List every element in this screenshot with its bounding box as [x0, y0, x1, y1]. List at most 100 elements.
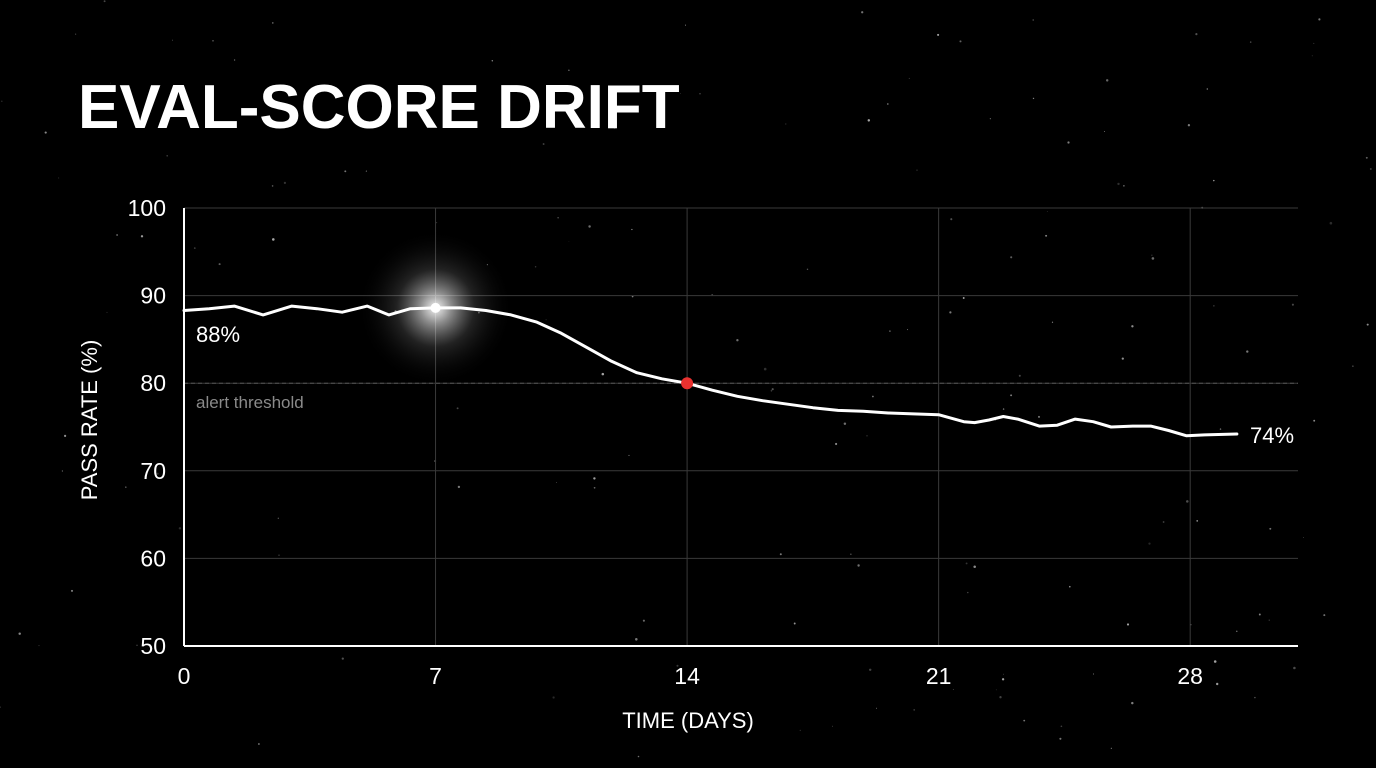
star: [1311, 55, 1313, 57]
star: [1269, 527, 1272, 530]
star: [593, 477, 596, 480]
star: [218, 263, 221, 266]
star: [872, 395, 874, 398]
star: [1093, 673, 1094, 675]
threshold-crossing-point: [681, 377, 694, 390]
star: [557, 217, 559, 219]
star: [125, 486, 127, 488]
star: [843, 422, 847, 425]
star: [1258, 613, 1261, 616]
star: [628, 454, 630, 456]
star: [962, 297, 965, 299]
star: [785, 123, 787, 125]
star: [793, 622, 796, 625]
star: [103, 0, 106, 3]
x-tick-label: 28: [1177, 663, 1203, 689]
y-tick-label: 60: [140, 545, 166, 571]
star: [365, 170, 367, 172]
star: [1148, 542, 1151, 545]
star: [1126, 623, 1130, 626]
star: [172, 39, 174, 41]
end-value-label: 74%: [1250, 423, 1294, 448]
star: [1206, 88, 1208, 90]
star: [613, 126, 616, 129]
x-tick-label: 7: [429, 663, 442, 689]
star: [58, 177, 60, 179]
star: [779, 553, 782, 556]
star: [457, 485, 461, 489]
y-tick-label: 70: [140, 458, 166, 484]
star: [1246, 350, 1249, 353]
star: [110, 82, 111, 84]
star: [1003, 673, 1004, 675]
star: [1151, 257, 1155, 260]
star: [1001, 678, 1005, 681]
star: [867, 119, 871, 122]
star: [875, 707, 877, 709]
star: [166, 155, 168, 157]
star: [679, 93, 681, 95]
star: [257, 743, 260, 745]
axes: [183, 208, 1298, 647]
star: [952, 688, 954, 691]
star: [1329, 221, 1333, 225]
star: [868, 668, 872, 672]
star: [1365, 156, 1368, 159]
star: [1059, 737, 1062, 740]
star: [456, 407, 459, 410]
star: [1216, 682, 1219, 686]
star: [556, 482, 558, 483]
star: [967, 591, 969, 594]
star: [916, 169, 918, 171]
star: [64, 434, 67, 437]
star: [1131, 325, 1134, 328]
star: [1196, 520, 1199, 522]
star: [1268, 619, 1270, 621]
star: [1313, 42, 1315, 44]
star: [1045, 234, 1048, 237]
star: [850, 553, 852, 555]
star: [1105, 79, 1109, 82]
series-line: [182, 304, 1239, 438]
star: [278, 554, 280, 556]
star: [1010, 256, 1013, 259]
star: [889, 330, 891, 332]
star: [601, 372, 605, 376]
star: [70, 589, 74, 592]
star: [806, 268, 809, 270]
star: [1067, 141, 1070, 144]
star: [344, 170, 347, 173]
star: [1110, 747, 1112, 749]
y-tick-label: 100: [128, 195, 166, 221]
star: [1302, 536, 1305, 539]
star: [0, 706, 1, 708]
star: [534, 265, 537, 268]
star: [1293, 666, 1296, 670]
star: [212, 39, 214, 42]
star: [763, 367, 767, 371]
star: [1018, 374, 1021, 377]
star: [771, 388, 774, 391]
y-tick-label: 90: [140, 283, 166, 309]
star: [835, 442, 838, 446]
star: [635, 638, 638, 641]
star: [1323, 614, 1326, 617]
star: [642, 619, 645, 622]
star: [271, 22, 274, 24]
star: [140, 235, 144, 238]
star: [1313, 419, 1316, 422]
star: [588, 225, 591, 228]
star: [857, 564, 860, 567]
star: [1, 100, 3, 102]
chart-title: EVAL-SCORE DRIFT: [78, 73, 680, 142]
star: [999, 696, 1002, 699]
star: [1051, 321, 1054, 323]
star: [233, 59, 236, 61]
star: [193, 247, 196, 249]
star: [136, 644, 138, 646]
star: [277, 517, 279, 519]
y-tick-label: 80: [140, 370, 166, 396]
x-tick-label: 14: [674, 663, 700, 689]
star: [38, 645, 40, 647]
star: [61, 470, 64, 472]
